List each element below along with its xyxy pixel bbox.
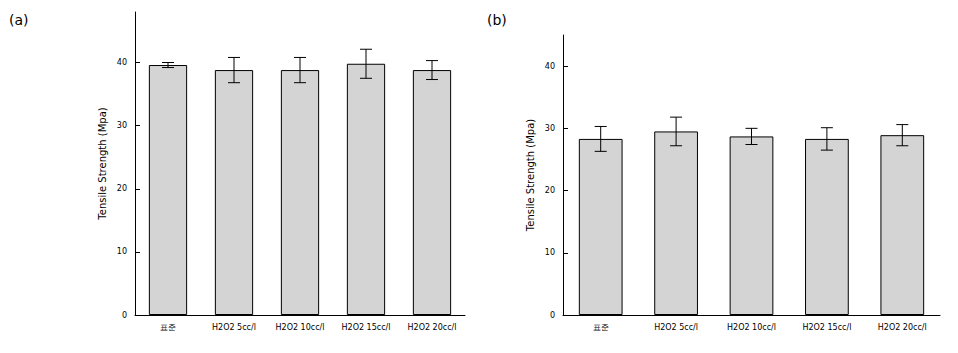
svg-text:표준: 표준 — [593, 323, 609, 332]
svg-text:H2O2 15cc/l: H2O2 15cc/l — [802, 323, 851, 332]
svg-text:0: 0 — [550, 311, 555, 320]
svg-text:Tensile Strength (Mpa): Tensile Strength (Mpa) — [97, 107, 108, 220]
svg-text:표준: 표준 — [160, 323, 176, 332]
svg-text:30: 30 — [545, 124, 555, 133]
svg-text:H2O2 10cc/l: H2O2 10cc/l — [276, 323, 325, 332]
svg-text:Tensile Strength (Mpa): Tensile Strength (Mpa) — [525, 119, 536, 232]
svg-text:H2O2 5cc/l: H2O2 5cc/l — [654, 323, 698, 332]
svg-text:H2O2 15cc/l: H2O2 15cc/l — [342, 323, 391, 332]
svg-text:(b): (b) — [487, 12, 507, 28]
svg-text:H2O2 10cc/l: H2O2 10cc/l — [727, 323, 776, 332]
svg-text:40: 40 — [117, 58, 127, 67]
svg-text:H2O2 20cc/l: H2O2 20cc/l — [878, 323, 927, 332]
svg-text:20: 20 — [545, 186, 555, 195]
svg-text:20: 20 — [117, 184, 127, 193]
svg-text:H2O2 5cc/l: H2O2 5cc/l — [212, 323, 256, 332]
svg-text:0: 0 — [122, 311, 127, 320]
svg-text:10: 10 — [545, 248, 555, 257]
svg-text:10: 10 — [117, 247, 127, 256]
svg-text:40: 40 — [545, 62, 555, 71]
svg-text:30: 30 — [117, 121, 127, 130]
svg-text:(a): (a) — [9, 12, 29, 28]
svg-text:H2O2 20cc/l: H2O2 20cc/l — [408, 323, 457, 332]
